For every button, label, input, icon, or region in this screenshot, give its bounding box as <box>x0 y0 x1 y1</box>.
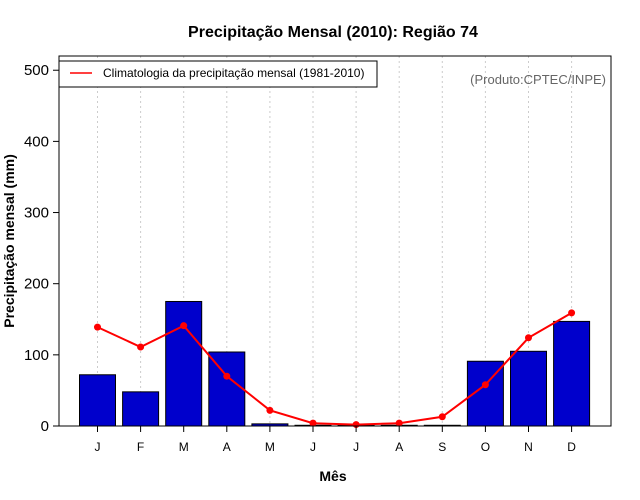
y-tick-label: 300 <box>24 205 49 222</box>
chart-title: Precipitação Mensal (2010): Região 74 <box>188 24 478 41</box>
y-tick-label: 500 <box>24 62 49 79</box>
bar-2 <box>122 391 160 427</box>
x-tick-label: A <box>223 440 231 454</box>
climatology-series-line <box>97 312 573 426</box>
bars <box>79 300 591 427</box>
x-tick-label: J <box>353 440 359 454</box>
grid-lines <box>97 56 573 426</box>
climatology-point-1 <box>94 323 101 331</box>
credit-annotation: (Produto:CPTEC/INPE) <box>470 72 606 87</box>
y-tick-label: 200 <box>24 276 49 293</box>
x-tick-label: F <box>137 440 144 454</box>
x-axis-label: Mês <box>319 468 346 484</box>
climatology-point-2 <box>137 343 145 351</box>
y-axis-label: Precipitação mensal (mm) <box>1 154 17 328</box>
legend: Climatologia da precipitação mensal (198… <box>58 60 378 88</box>
bar-12 <box>553 320 591 427</box>
x-tick-label: A <box>395 440 403 454</box>
x-tick-label: S <box>438 440 446 454</box>
legend-label: Climatologia da precipitação mensal (198… <box>103 66 364 80</box>
x-tick-label: M <box>179 440 189 454</box>
y-axis: 0 100 200 300 400 500 <box>24 62 59 435</box>
x-tick-label: N <box>524 440 533 454</box>
x-tick-label: J <box>310 440 316 454</box>
climatology-point-8 <box>395 419 403 427</box>
climatology-point-4 <box>223 372 231 380</box>
climatology-point-11 <box>525 334 532 342</box>
climatology-point-3 <box>180 322 188 330</box>
climatology-point-6 <box>309 419 317 427</box>
x-tick-label: J <box>95 440 101 454</box>
climatology-point-5 <box>266 406 274 414</box>
x-tick-label: O <box>481 440 490 454</box>
y-tick-label: 0 <box>41 418 49 435</box>
y-tick-label: 400 <box>24 133 49 150</box>
climatology-point-10 <box>481 381 489 389</box>
bar-3 <box>165 300 203 427</box>
plot-frame <box>58 55 612 427</box>
climatology-line <box>94 309 576 429</box>
climatology-point-12 <box>568 309 576 317</box>
legend-box <box>58 60 378 88</box>
climatology-point-9 <box>438 413 446 421</box>
bar-11 <box>510 350 547 427</box>
y-tick-label: 100 <box>24 347 49 364</box>
bar-4 <box>208 351 246 427</box>
x-tick-label: D <box>567 440 576 454</box>
x-tick-label: M <box>265 440 275 454</box>
bar-1 <box>79 374 116 427</box>
